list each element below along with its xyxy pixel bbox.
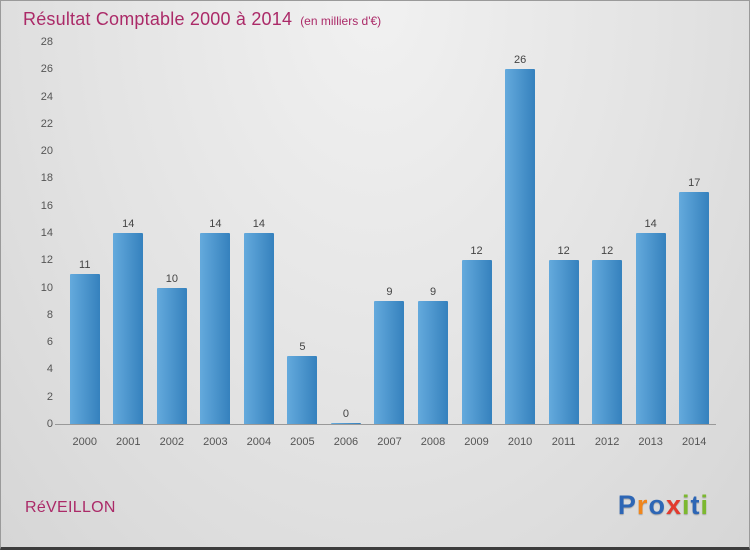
bar-column: 12 [457, 245, 497, 424]
x-axis-label: 2009 [464, 436, 489, 448]
y-axis-tick-label: 2 [46, 390, 53, 403]
bar-column: 14 [195, 218, 235, 424]
bar-column: 10 [152, 273, 192, 424]
bar [505, 69, 536, 424]
bar-column: 12 [587, 245, 627, 424]
bar-value-label: 12 [470, 245, 483, 258]
bar [243, 233, 274, 424]
bar-value-label: 14 [209, 218, 222, 230]
logo-letter: r [636, 490, 649, 520]
logo-letter: i [700, 490, 709, 520]
x-axis-label: 2008 [420, 436, 446, 448]
bar-column: 26 [500, 54, 540, 424]
y-axis-tick-label: 20 [40, 145, 53, 158]
x-axis-label: 2007 [377, 436, 402, 448]
y-axis-tick-label: 16 [40, 199, 53, 212]
bar-value-label: 26 [513, 54, 527, 67]
bar [374, 301, 405, 424]
y-axis-tick-label: 0 [46, 418, 53, 430]
bar-column: 11 [65, 259, 105, 424]
bar [679, 192, 710, 424]
x-axis-label: 2004 [246, 436, 272, 448]
bar [69, 273, 100, 424]
y-axis-tick-label: 10 [40, 281, 53, 294]
x-axis-label: 2006 [333, 436, 359, 448]
x-axis-label: 2005 [290, 436, 315, 448]
bar-value-label: 14 [252, 218, 266, 230]
logo-letter: P [617, 490, 637, 520]
bar [548, 260, 579, 424]
bar [635, 233, 666, 424]
bar [461, 260, 492, 424]
bar [200, 233, 231, 424]
x-axis-label: 2002 [159, 436, 185, 448]
x-axis-label: 2011 [551, 436, 576, 448]
bar-column: 0 [326, 407, 366, 424]
x-axis-label: 2012 [594, 436, 620, 448]
bars-container: 11 14 10 14 14 5 0 9 9 12 26 12 12 14 17 [63, 42, 716, 424]
x-axis-labels: 2000 2001 2002 2003 2004 2005 2006 2007 2008 2009… [63, 436, 716, 448]
chart-subtitle: (en milliers d'€) [300, 14, 382, 28]
x-axis-label: 2003 [203, 436, 228, 448]
plot-area: 0 2 4 6 8 10 12 14 16 18 20 22 24 26 28 11 14 10 14 14 5 0 9 9… [41, 36, 716, 448]
y-axis-tick-label: 8 [46, 308, 53, 321]
proxiti-logo: Proxiti [618, 490, 709, 521]
bar-value-label: 17 [688, 177, 701, 190]
bar-column: 9 [413, 286, 453, 424]
bar-value-label: 9 [386, 286, 393, 299]
y-axis-tick-label: 24 [40, 90, 53, 103]
x-axis-line [55, 424, 716, 425]
bar-value-label: 11 [79, 258, 91, 271]
bar-value-label: 10 [165, 272, 178, 285]
bar-column: 9 [369, 286, 409, 424]
y-axis-tick-label: 12 [40, 254, 53, 267]
chart-title: Résultat Comptable 2000 à 2014 [23, 9, 293, 29]
bar-column: 12 [544, 245, 584, 424]
y-axis-tick-label: 6 [46, 336, 53, 349]
x-axis-label: 2001 [116, 436, 141, 448]
bar-column: 14 [631, 218, 671, 424]
logo-letter: o [648, 490, 666, 520]
logo-letter: t [690, 490, 701, 520]
logo-letter: i [681, 490, 691, 520]
bar-value-label: 14 [122, 218, 135, 230]
bar [418, 301, 449, 424]
bar-column: 17 [674, 177, 714, 424]
company-name: RéVEILLON [25, 499, 116, 516]
y-axis-tick-label: 28 [40, 36, 53, 48]
bar-value-label: 12 [601, 245, 614, 258]
bar-column: 14 [108, 218, 148, 424]
y-axis-tick-label: 14 [40, 227, 53, 239]
y-axis-tick-label: 4 [46, 363, 53, 376]
bar-value-label: 14 [644, 218, 657, 230]
x-axis-label: 2013 [638, 436, 663, 448]
bar-value-label: 12 [557, 245, 570, 258]
x-axis-label: 2000 [72, 436, 97, 448]
y-axis-tick-label: 22 [40, 117, 53, 130]
x-axis-label: 2014 [681, 436, 707, 448]
bar [113, 233, 144, 424]
bar [287, 355, 318, 424]
chart-header: Résultat Comptable 2000 à 2014 (en millie… [23, 9, 381, 30]
bar [592, 260, 623, 424]
bar-value-label: 5 [299, 340, 306, 353]
bar [330, 422, 361, 424]
x-axis-label: 2010 [507, 436, 533, 448]
bar-column: 14 [239, 218, 279, 424]
bar-value-label: 0 [342, 407, 350, 420]
y-axis-tick-label: 18 [40, 172, 53, 185]
logo-letter: x [665, 490, 682, 520]
bar-value-label: 9 [429, 286, 437, 299]
y-axis-tick-label: 26 [40, 63, 53, 76]
bar [156, 287, 187, 424]
bar-column: 5 [282, 341, 322, 424]
